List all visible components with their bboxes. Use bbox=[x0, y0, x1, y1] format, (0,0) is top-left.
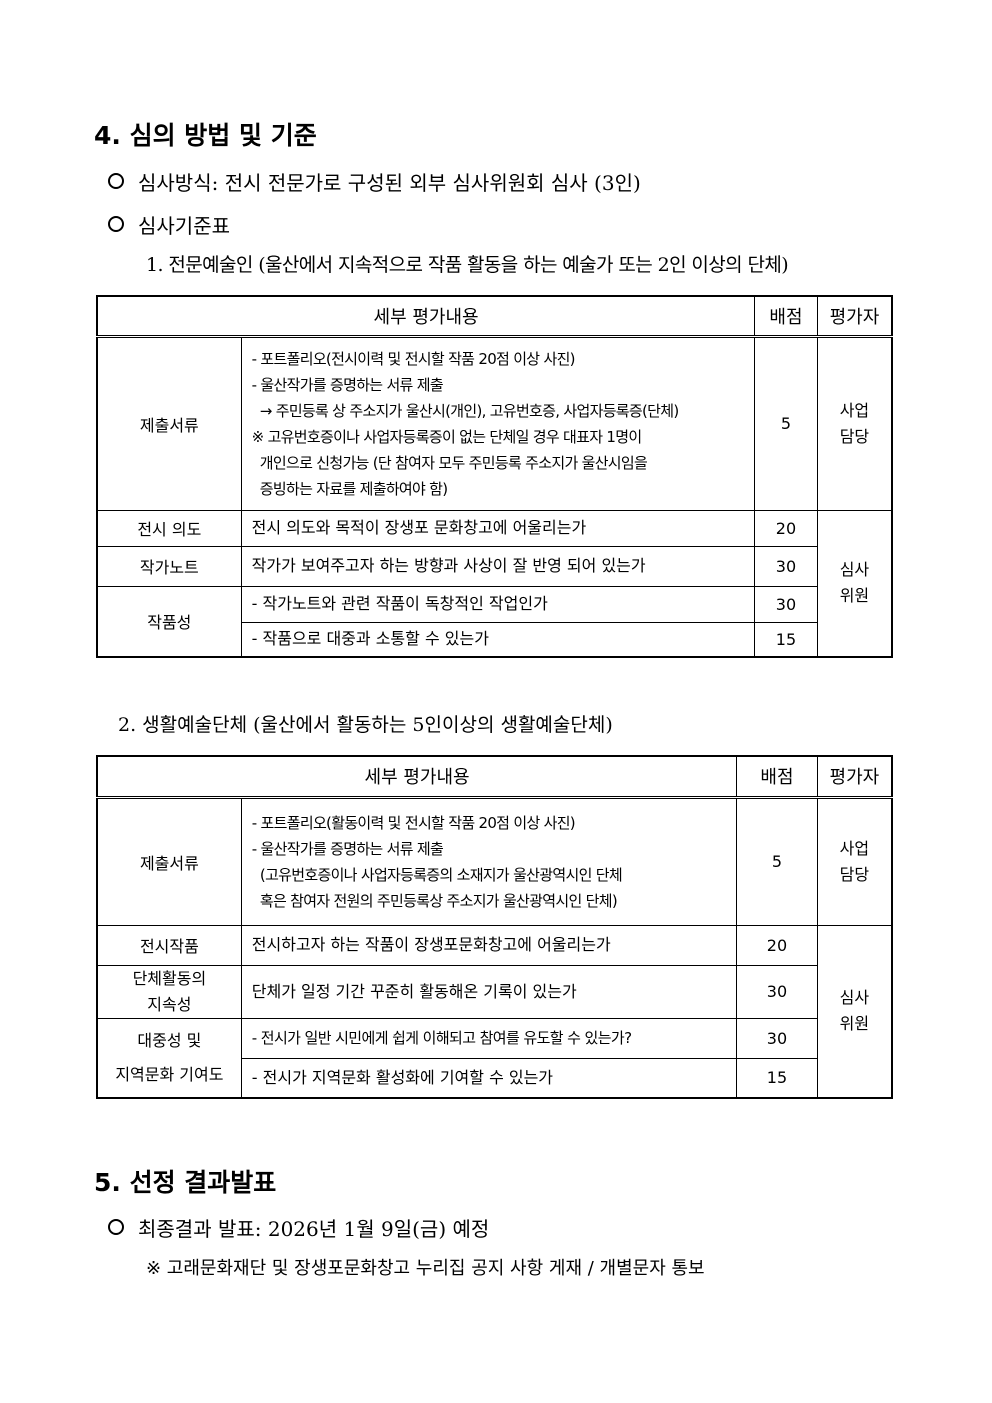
notice-note: ※ 고래문화재단 및 장생포문화창고 누리집 공지 사항 게재 / 개별문자 통… bbox=[146, 1258, 705, 1279]
header-detail: 세부 평가내용 bbox=[96, 755, 738, 799]
row-score: 30 bbox=[754, 585, 818, 623]
row-detail: - 작품으로 대중과 소통할 수 있는가 bbox=[240, 621, 756, 658]
table-row: 제출서류 - 포트폴리오(전시이력 및 전시할 작품 20점 이상 사진) - 울… bbox=[96, 335, 893, 511]
row-score: 20 bbox=[736, 924, 818, 966]
table-row: - 작품으로 대중과 소통할 수 있는가 15 bbox=[97, 621, 892, 658]
row-category: 대중성 및 지역문화 기여도 bbox=[96, 1017, 242, 1099]
table-row: 전시 의도 전시 의도와 목적이 장생포 문화창고에 어울리는가 20 심사 위원 bbox=[96, 509, 893, 658]
row-category: 단체활동의 지속성 bbox=[96, 964, 242, 1019]
row-detail: 작가가 보여주고자 하는 방향과 사상이 잘 반영 되어 있는가 bbox=[240, 545, 756, 587]
row-evaluator: 심사 위원 bbox=[816, 924, 893, 1099]
section-4-title: 4. 심의 방법 및 기준 bbox=[94, 121, 317, 150]
row-category: 제출서류 bbox=[96, 335, 242, 511]
row-detail: 전시 의도와 목적이 장생포 문화창고에 어울리는가 bbox=[240, 509, 756, 547]
row-score: 15 bbox=[754, 621, 818, 658]
criteria-table-2: 세부 평가내용 배점 평가자 제출서류 - 포트폴리오(활동이력 및 전시할 작품 … bbox=[96, 755, 893, 1099]
criteria-table-1: 세부 평가내용 배점 평가자 제출서류 - 포트폴리오(전시이력 및 전시할 작품 … bbox=[96, 295, 893, 658]
table-row: 전시작품 전시하고자 하는 작품이 장생포문화창고에 어울리는가 20 심사 위원 bbox=[96, 924, 893, 1099]
circle-bullet-icon bbox=[108, 173, 124, 189]
row-score: 5 bbox=[736, 796, 818, 926]
subsection-2-title: 2. 생활예술단체 (울산에서 활동하는 5인이상의 생활예술단체) bbox=[118, 714, 613, 736]
row-score: 30 bbox=[736, 1017, 818, 1059]
table-row: 작품성 - 작가노트와 관련 작품이 독창적인 작업인가 30 bbox=[96, 585, 892, 658]
row-evaluator: 심사 위원 bbox=[816, 509, 893, 658]
row-score: 30 bbox=[754, 545, 818, 587]
row-score: 5 bbox=[754, 335, 818, 511]
table-row: 단체활동의 지속성 단체가 일정 기간 꾸준히 활동해온 기록이 있는가 30 bbox=[96, 964, 892, 1019]
row-category: 제출서류 bbox=[96, 796, 242, 926]
row-detail: - 포트폴리오(전시이력 및 전시할 작품 20점 이상 사진) - 울산작가를 … bbox=[240, 335, 756, 511]
section-5-title: 5. 선정 결과발표 bbox=[94, 1168, 277, 1197]
circle-bullet-icon bbox=[108, 1219, 124, 1235]
row-score: 30 bbox=[736, 964, 818, 1019]
table-row: 작가노트 작가가 보여주고자 하는 방향과 사상이 잘 반영 되어 있는가 30 bbox=[96, 545, 892, 587]
row-detail: 단체가 일정 기간 꾸준히 활동해온 기록이 있는가 bbox=[240, 964, 738, 1019]
row-category: 작가노트 bbox=[96, 545, 242, 587]
row-evaluator: 사업 담당 bbox=[816, 335, 893, 511]
row-category: 작품성 bbox=[96, 585, 242, 658]
row-detail: - 전시가 일반 시민에게 쉽게 이해되고 참여를 유도할 수 있는가? bbox=[240, 1017, 738, 1059]
row-category: 전시 의도 bbox=[96, 509, 242, 547]
header-score: 배점 bbox=[736, 755, 818, 799]
circle-bullet-icon bbox=[108, 216, 124, 232]
row-detail: - 포트폴리오(활동이력 및 전시할 작품 20점 이상 사진) - 울산작가를 … bbox=[240, 796, 738, 926]
method-item: 심사방식: 전시 전문가로 구성된 외부 심사위원회 심사 (3인) bbox=[108, 167, 641, 196]
row-score: 20 bbox=[754, 509, 818, 547]
row-detail: - 작가노트와 관련 작품이 독창적인 작업인가 bbox=[240, 585, 756, 623]
header-detail: 세부 평가내용 bbox=[96, 295, 756, 338]
result-text: 최종결과 발표: 2026년 1월 9일(금) 예정 bbox=[138, 1217, 490, 1241]
header-score: 배점 bbox=[754, 295, 818, 338]
table-row: 제출서류 - 포트폴리오(활동이력 및 전시할 작품 20점 이상 사진) - 울… bbox=[96, 796, 893, 926]
row-category: 전시작품 bbox=[96, 924, 242, 966]
row-detail: - 전시가 지역문화 활성화에 기여할 수 있는가 bbox=[240, 1057, 738, 1099]
subsection-1-title: 1. 전문예술인 (울산에서 지속적으로 작품 활동을 하는 예술가 또는 2인… bbox=[146, 254, 789, 276]
method-text: 심사방식: 전시 전문가로 구성된 외부 심사위원회 심사 (3인) bbox=[138, 171, 641, 195]
table-row: 대중성 및 지역문화 기여도 - 전시가 일반 시민에게 쉽게 이해되고 참여를 … bbox=[96, 1017, 892, 1099]
row-detail: 전시하고자 하는 작품이 장생포문화창고에 어울리는가 bbox=[240, 924, 738, 966]
row-score: 15 bbox=[736, 1057, 818, 1099]
header-evaluator: 평가자 bbox=[816, 295, 893, 338]
criteria-item: 심사기준표 bbox=[108, 210, 230, 239]
result-item: 최종결과 발표: 2026년 1월 9일(금) 예정 bbox=[108, 1213, 489, 1242]
header-evaluator: 평가자 bbox=[816, 755, 893, 799]
criteria-text: 심사기준표 bbox=[138, 214, 230, 238]
row-evaluator: 사업 담당 bbox=[816, 796, 893, 926]
table-row: - 전시가 지역문화 활성화에 기여할 수 있는가 15 bbox=[97, 1057, 892, 1099]
